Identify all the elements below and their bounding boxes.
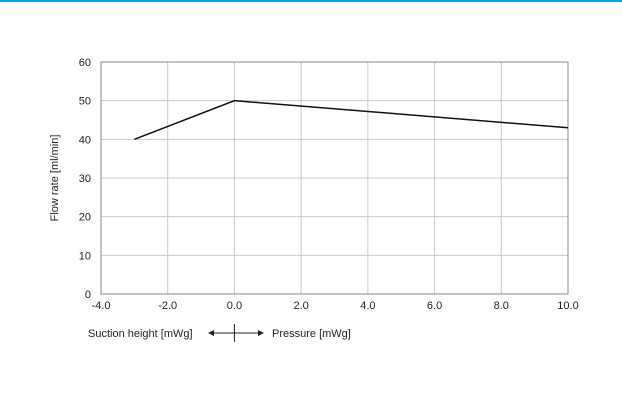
y-tick-label: 20 [79,212,91,224]
plot-frame [100,61,569,295]
x-tick-label: -2.0 [158,300,177,312]
x-axis-label-pressure: Pressure [mWg] [272,328,351,340]
x-axis-label-suction: Suction height [mWg] [88,328,193,340]
x-tick-label: 0.0 [227,300,242,312]
y-tick-label: 40 [79,134,91,146]
y-axis-label: Flow rate [ml/min] [49,135,61,222]
y-tick-label: 30 [79,173,91,185]
arrow-head-left [208,330,214,336]
direction-arrow-icon [208,324,264,342]
y-tick-label: 50 [79,96,91,108]
x-tick-label: -4.0 [92,300,111,312]
y-tick-label: 10 [79,250,91,262]
x-tick-label: 4.0 [360,300,375,312]
x-tick-labels: -4.0 -2.0 0.0 2.0 4.0 6.0 8.0 10.0 [92,300,579,312]
y-tick-labels: 0 10 20 30 40 50 60 [79,57,91,301]
y-tick-label: 0 [85,289,91,301]
y-tick-label: 60 [79,57,91,69]
arrow-head-right [258,330,264,336]
grid [100,61,569,295]
series-line [134,99,569,141]
top-accent-bar [0,0,622,2]
x-tick-label: 10.0 [557,300,578,312]
x-tick-label: 6.0 [427,300,442,312]
x-tick-label: 2.0 [293,300,308,312]
x-tick-label: 8.0 [494,300,509,312]
